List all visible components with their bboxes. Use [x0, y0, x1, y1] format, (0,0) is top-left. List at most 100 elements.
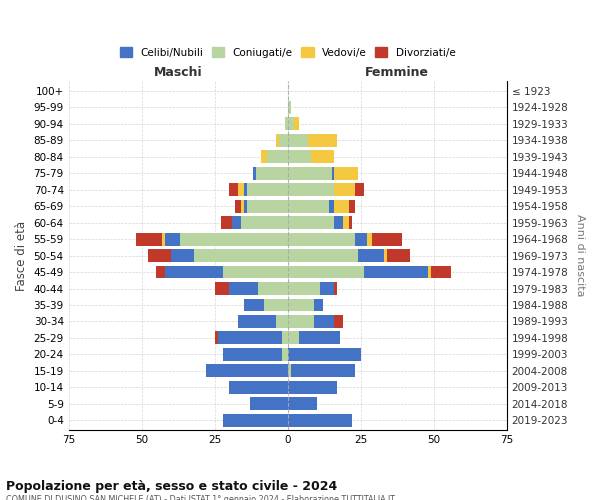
Bar [384, 249, 387, 262]
Bar [331, 167, 334, 179]
Bar [287, 332, 299, 344]
Bar [244, 200, 247, 212]
Bar [314, 298, 323, 312]
Bar [171, 249, 194, 262]
Bar [334, 315, 343, 328]
Bar [299, 332, 340, 344]
Bar [218, 332, 282, 344]
Bar [194, 249, 287, 262]
Bar [349, 216, 352, 229]
Bar [223, 414, 287, 426]
Bar [256, 167, 287, 179]
Legend: Celibi/Nubili, Coniugati/e, Vedovi/e, Divorziati/e: Celibi/Nubili, Coniugati/e, Vedovi/e, Di… [117, 44, 458, 61]
Bar [285, 118, 287, 130]
Bar [165, 266, 223, 278]
Bar [334, 184, 355, 196]
Bar [265, 298, 287, 312]
Bar [367, 232, 373, 245]
Bar [165, 232, 179, 245]
Bar [267, 150, 287, 163]
Bar [373, 232, 401, 245]
Bar [287, 101, 290, 114]
Bar [223, 348, 282, 361]
Y-axis label: Anni di nascita: Anni di nascita [575, 214, 585, 297]
Bar [287, 167, 331, 179]
Bar [223, 266, 287, 278]
Bar [215, 332, 218, 344]
Bar [244, 298, 265, 312]
Bar [343, 216, 349, 229]
Bar [221, 216, 232, 229]
Bar [229, 282, 259, 295]
Bar [241, 216, 287, 229]
Bar [287, 184, 334, 196]
Bar [329, 200, 334, 212]
Bar [136, 232, 162, 245]
Bar [287, 315, 314, 328]
Bar [287, 381, 337, 394]
Bar [253, 167, 256, 179]
Bar [276, 134, 279, 146]
Bar [287, 200, 329, 212]
Bar [358, 249, 384, 262]
Bar [287, 298, 314, 312]
Bar [387, 249, 410, 262]
Bar [311, 150, 334, 163]
Bar [241, 200, 244, 212]
Bar [287, 232, 355, 245]
Text: Popolazione per età, sesso e stato civile - 2024: Popolazione per età, sesso e stato civil… [6, 480, 337, 493]
Bar [282, 332, 287, 344]
Bar [334, 200, 349, 212]
Bar [215, 282, 229, 295]
Bar [287, 282, 320, 295]
Bar [320, 282, 334, 295]
Bar [355, 232, 367, 245]
Bar [287, 348, 361, 361]
Bar [287, 249, 358, 262]
Bar [282, 348, 287, 361]
Bar [232, 216, 241, 229]
Bar [287, 364, 290, 378]
Bar [235, 200, 241, 212]
Bar [364, 266, 428, 278]
Bar [229, 381, 287, 394]
Bar [162, 232, 165, 245]
Bar [244, 184, 247, 196]
Bar [334, 167, 358, 179]
Bar [247, 200, 287, 212]
Bar [287, 134, 308, 146]
Bar [276, 315, 287, 328]
Bar [287, 150, 311, 163]
Bar [287, 398, 317, 410]
Bar [247, 184, 287, 196]
Bar [262, 150, 267, 163]
Bar [156, 266, 165, 278]
Bar [287, 414, 352, 426]
Y-axis label: Fasce di età: Fasce di età [15, 220, 28, 290]
Bar [431, 266, 451, 278]
Bar [148, 249, 171, 262]
Bar [279, 134, 287, 146]
Text: COMUNE DI DUSINO SAN MICHELE (AT) - Dati ISTAT 1° gennaio 2024 - Elaborazione TU: COMUNE DI DUSINO SAN MICHELE (AT) - Dati… [6, 495, 395, 500]
Bar [179, 232, 287, 245]
Bar [259, 282, 287, 295]
Bar [428, 266, 431, 278]
Bar [238, 184, 244, 196]
Bar [334, 216, 343, 229]
Bar [355, 184, 364, 196]
Text: Maschi: Maschi [154, 66, 202, 80]
Bar [308, 134, 337, 146]
Bar [206, 364, 287, 378]
Bar [287, 216, 334, 229]
Bar [293, 118, 299, 130]
Bar [287, 118, 293, 130]
Bar [287, 266, 364, 278]
Bar [290, 364, 355, 378]
Bar [229, 184, 238, 196]
Bar [250, 398, 287, 410]
Bar [314, 315, 334, 328]
Bar [349, 200, 355, 212]
Bar [334, 282, 337, 295]
Bar [238, 315, 276, 328]
Text: Femmine: Femmine [365, 66, 429, 80]
